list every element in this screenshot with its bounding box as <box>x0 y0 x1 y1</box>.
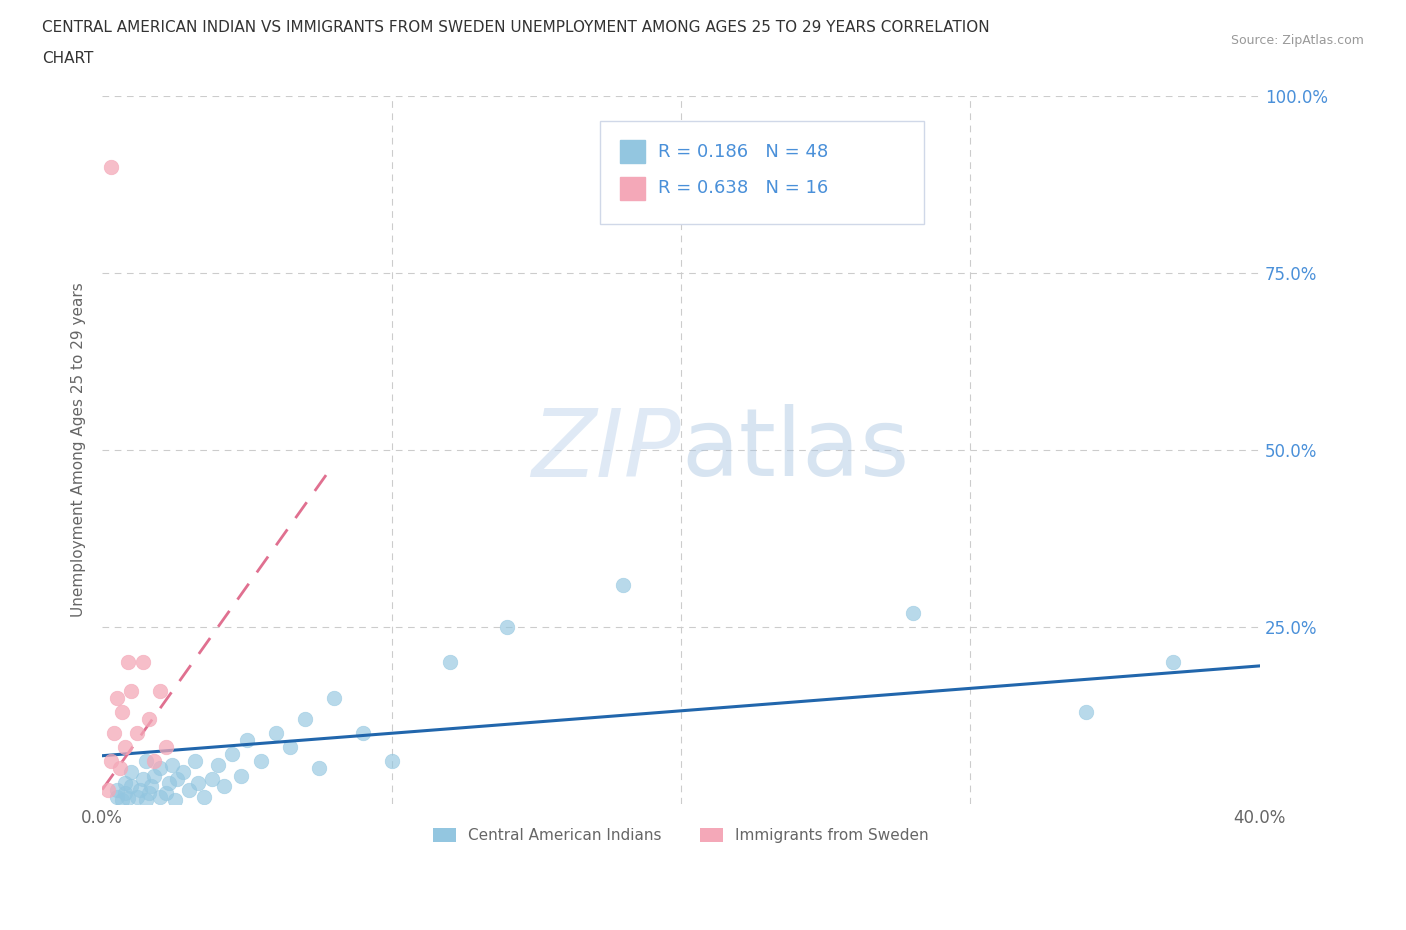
Point <box>117 790 139 805</box>
Text: CENTRAL AMERICAN INDIAN VS IMMIGRANTS FROM SWEDEN UNEMPLOYMENT AMONG AGES 25 TO : CENTRAL AMERICAN INDIAN VS IMMIGRANTS FR… <box>42 20 990 35</box>
Point <box>163 793 186 808</box>
FancyBboxPatch shape <box>600 121 924 224</box>
Point <box>108 761 131 776</box>
Point <box>143 754 166 769</box>
Point <box>294 711 316 726</box>
Point <box>308 761 330 776</box>
Point <box>166 772 188 787</box>
Point <box>141 778 163 793</box>
Point <box>138 786 160 801</box>
Point <box>236 733 259 748</box>
Point <box>250 754 273 769</box>
Point <box>278 739 301 754</box>
Point <box>1161 655 1184 670</box>
Point <box>352 725 374 740</box>
Point <box>322 690 344 705</box>
Point <box>439 655 461 670</box>
Point <box>264 725 287 740</box>
Point <box>114 739 136 754</box>
Point <box>172 764 194 779</box>
Point <box>120 684 142 698</box>
Point <box>231 768 253 783</box>
Point <box>155 786 177 801</box>
Point <box>100 754 122 769</box>
Text: R = 0.638   N = 16: R = 0.638 N = 16 <box>658 179 828 197</box>
Text: Source: ZipAtlas.com: Source: ZipAtlas.com <box>1230 34 1364 47</box>
Point <box>157 776 180 790</box>
Point <box>187 776 209 790</box>
Point <box>120 778 142 793</box>
Point <box>612 578 634 592</box>
Point <box>160 757 183 772</box>
Point <box>193 790 215 804</box>
Point <box>114 786 136 801</box>
Point <box>97 782 120 797</box>
Point <box>901 605 924 620</box>
Point <box>128 782 150 797</box>
Text: ZIP: ZIP <box>531 405 681 496</box>
Point <box>143 768 166 783</box>
Point <box>125 790 148 804</box>
Point <box>212 778 235 793</box>
Point <box>105 782 128 797</box>
Point <box>221 747 243 762</box>
Point <box>125 725 148 740</box>
Point <box>132 772 155 787</box>
Point <box>155 739 177 754</box>
Point <box>496 619 519 634</box>
Point <box>120 764 142 779</box>
Y-axis label: Unemployment Among Ages 25 to 29 years: Unemployment Among Ages 25 to 29 years <box>72 283 86 618</box>
Point <box>1076 704 1098 719</box>
Point <box>135 793 157 808</box>
Text: CHART: CHART <box>42 51 94 66</box>
Point <box>138 711 160 726</box>
Point <box>105 690 128 705</box>
Bar <box>620 140 645 163</box>
Point <box>111 704 134 719</box>
Legend: Central American Indians, Immigrants from Sweden: Central American Indians, Immigrants fro… <box>427 821 935 849</box>
Point <box>177 782 200 797</box>
Text: atlas: atlas <box>681 405 910 496</box>
Bar <box>620 177 645 200</box>
Point <box>207 757 229 772</box>
Point <box>111 793 134 808</box>
Point <box>184 754 207 769</box>
Point <box>105 790 128 804</box>
Point <box>149 684 172 698</box>
Point <box>149 761 172 776</box>
Text: R = 0.186   N = 48: R = 0.186 N = 48 <box>658 142 828 161</box>
Point <box>100 160 122 175</box>
Point <box>135 754 157 769</box>
Point <box>132 655 155 670</box>
Point <box>114 776 136 790</box>
Point <box>201 772 224 787</box>
Point <box>103 725 125 740</box>
Point <box>149 790 172 804</box>
Point <box>381 754 404 769</box>
Point <box>117 655 139 670</box>
